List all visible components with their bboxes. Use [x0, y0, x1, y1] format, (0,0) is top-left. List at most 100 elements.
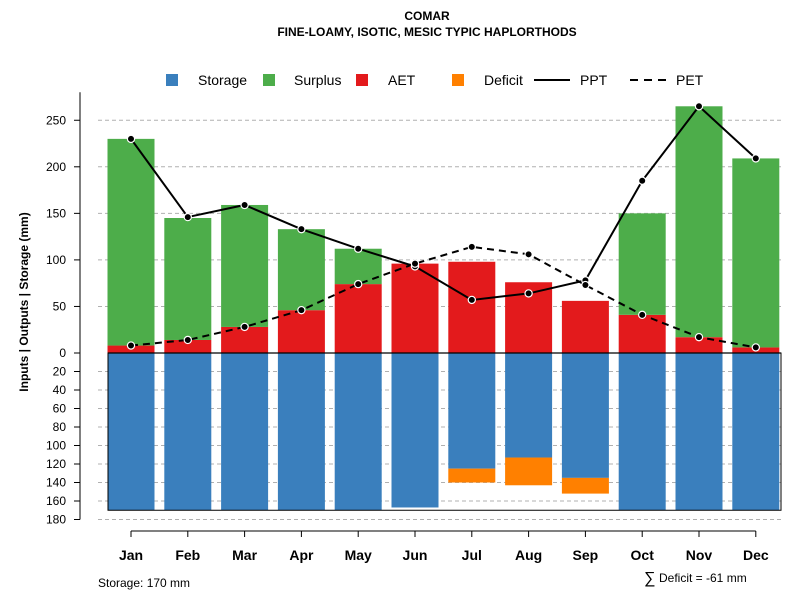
pet-point	[183, 335, 192, 345]
y-tick-label: 150	[46, 206, 66, 220]
legend-label-ppt: PPT	[580, 72, 608, 88]
aet-bar	[561, 300, 609, 353]
pet-point	[410, 259, 420, 268]
pet-point	[524, 250, 533, 259]
legend: Storage Surplus AET Deficit PPT PET	[166, 72, 704, 88]
deficit-bar	[448, 468, 496, 483]
chart-title: COMAR	[404, 9, 450, 23]
aet-bar	[391, 263, 439, 353]
y-tick-label: 250	[46, 113, 66, 127]
y-tick-label: 80	[53, 420, 67, 434]
series-lines	[126, 102, 761, 352]
x-tick-label: Jul	[462, 547, 482, 563]
ppt-point	[751, 154, 761, 163]
surplus-bar	[675, 106, 723, 338]
x-tick-label: Nov	[686, 547, 713, 563]
pet-line	[130, 245, 756, 349]
aet-bar	[675, 337, 723, 353]
y-tick-label: 200	[46, 160, 66, 174]
storage-note: Storage: 170 mm	[98, 576, 190, 590]
storage-bar	[561, 353, 609, 478]
storage-bar	[675, 353, 723, 511]
y-tick-label: 140	[46, 476, 66, 490]
y-axis-label: Inputs | Outputs | Storage (mm)	[17, 212, 31, 391]
ppt-line	[130, 104, 757, 301]
surplus-bar	[107, 138, 155, 346]
legend-label-pet: PET	[676, 72, 704, 88]
surplus-bar	[221, 204, 269, 327]
axes: 0 50 100 150 200 250 20 40 60 80 100 120 140 160 180 Ja…	[46, 92, 782, 563]
ppt-point	[240, 200, 249, 210]
legend-swatch-storage	[166, 74, 178, 86]
legend-swatch-surplus	[263, 74, 275, 86]
surplus-bar	[732, 158, 780, 348]
pet-point	[638, 310, 647, 320]
ppt-point	[638, 176, 647, 185]
x-tick-label: Jun	[403, 547, 428, 563]
deficit-bar	[561, 477, 609, 494]
surplus-bar	[164, 218, 212, 340]
storage-bar	[277, 353, 325, 511]
legend-swatch-aet	[356, 74, 368, 86]
storage-bar	[505, 353, 553, 458]
storage-bar	[618, 353, 666, 511]
pet-point	[354, 279, 363, 289]
aet-bar	[334, 284, 382, 353]
surplus-bar	[618, 213, 666, 315]
aet-bar	[618, 314, 666, 353]
legend-label-storage: Storage	[198, 72, 247, 88]
legend-label-deficit: Deficit	[484, 72, 523, 88]
deficit-bar	[505, 457, 553, 486]
legend-swatch-deficit	[452, 74, 464, 86]
x-tick-label: Oct	[631, 547, 655, 563]
ppt-point	[126, 134, 136, 144]
x-tick-label: Sep	[573, 547, 599, 563]
x-tick-label: Jan	[119, 547, 143, 563]
storage-bar	[107, 353, 155, 511]
storage-capacity-box	[107, 352, 782, 511]
pet-point	[751, 343, 761, 352]
legend-label-aet: AET	[388, 72, 416, 88]
bars	[107, 106, 780, 511]
y-tick-label: 20	[53, 365, 67, 379]
x-tick-label: Dec	[743, 547, 769, 563]
x-tick-label: Apr	[289, 547, 314, 563]
pet-point	[581, 280, 590, 290]
surplus-bar	[277, 229, 325, 311]
x-tick-label: Feb	[175, 547, 200, 563]
y-tick-label: 50	[53, 299, 67, 313]
y-tick-label: 120	[46, 457, 66, 471]
ppt-point	[354, 244, 363, 253]
y-tick-label: 180	[46, 513, 66, 527]
y-tick-label: 60	[53, 402, 67, 416]
x-tick-label: Mar	[232, 547, 257, 563]
sum-symbol: ∑	[644, 570, 655, 587]
storage-bar	[448, 353, 496, 469]
storage-bar	[732, 353, 780, 511]
y-tick-label: 160	[46, 494, 66, 508]
pet-point	[126, 341, 136, 350]
aet-bar	[448, 261, 496, 353]
pet-point	[467, 242, 476, 252]
ppt-point	[297, 224, 306, 234]
chart-subtitle: FINE-LOAMY, ISOTIC, MESIC TYPIC HAPLORTH…	[277, 25, 576, 39]
y-tick-label: 100	[46, 439, 66, 453]
storage-bar	[391, 353, 439, 508]
gridlines	[98, 119, 781, 520]
pet-point	[240, 322, 249, 332]
storage-bar	[334, 353, 382, 511]
storage-bar	[221, 353, 269, 511]
pet-point	[694, 332, 704, 342]
ppt-point	[524, 289, 533, 298]
storage-bar	[164, 353, 212, 511]
ppt-point	[467, 295, 476, 305]
ppt-point	[694, 102, 704, 111]
pet-point	[297, 305, 306, 315]
deficit-note: Deficit = -61 mm	[659, 571, 747, 585]
aet-bar	[164, 339, 212, 353]
x-tick-label: May	[345, 547, 372, 563]
y-tick-label: 100	[46, 253, 66, 267]
ppt-point	[183, 212, 192, 222]
y-tick-label: 0	[59, 346, 66, 360]
